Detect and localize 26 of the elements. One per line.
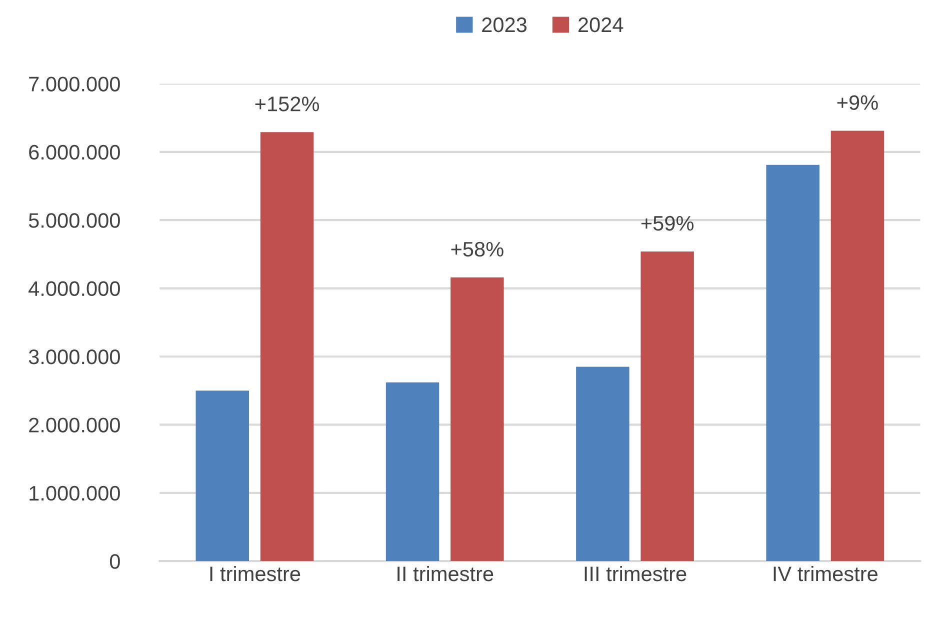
bar xyxy=(766,164,820,562)
bar xyxy=(640,251,694,562)
x-tick-label: III trimestre xyxy=(584,566,686,582)
legend-label: 2024 xyxy=(578,17,624,32)
annotation: +9% xyxy=(837,95,878,110)
legend-label: 2023 xyxy=(482,17,527,32)
bar xyxy=(196,390,249,562)
bar xyxy=(450,277,504,562)
annotation: +58% xyxy=(451,242,504,257)
x-tick-label: II trimestre xyxy=(398,566,494,582)
y-tick-label: 6.000.000 xyxy=(29,144,120,160)
annotation: +152% xyxy=(255,96,320,112)
y-tick-label: 1.000.000 xyxy=(30,486,120,501)
x-tick-label: IV trimestre xyxy=(774,566,878,582)
y-tick-label: 2.000.000 xyxy=(29,418,120,432)
bar xyxy=(576,366,630,562)
y-tick-label: 4.000.000 xyxy=(28,281,120,296)
y-tick-label: 3.000.000 xyxy=(28,350,120,364)
bar xyxy=(386,382,440,562)
bar xyxy=(260,132,314,562)
y-tick-label: 0 xyxy=(110,554,120,569)
x-tick-label: I trimestre xyxy=(210,566,300,582)
annotation: +59% xyxy=(641,216,694,231)
bar xyxy=(830,130,884,562)
y-tick-label: 7.000.000 xyxy=(29,76,120,92)
y-tick-label: 5.000.000 xyxy=(28,213,120,228)
